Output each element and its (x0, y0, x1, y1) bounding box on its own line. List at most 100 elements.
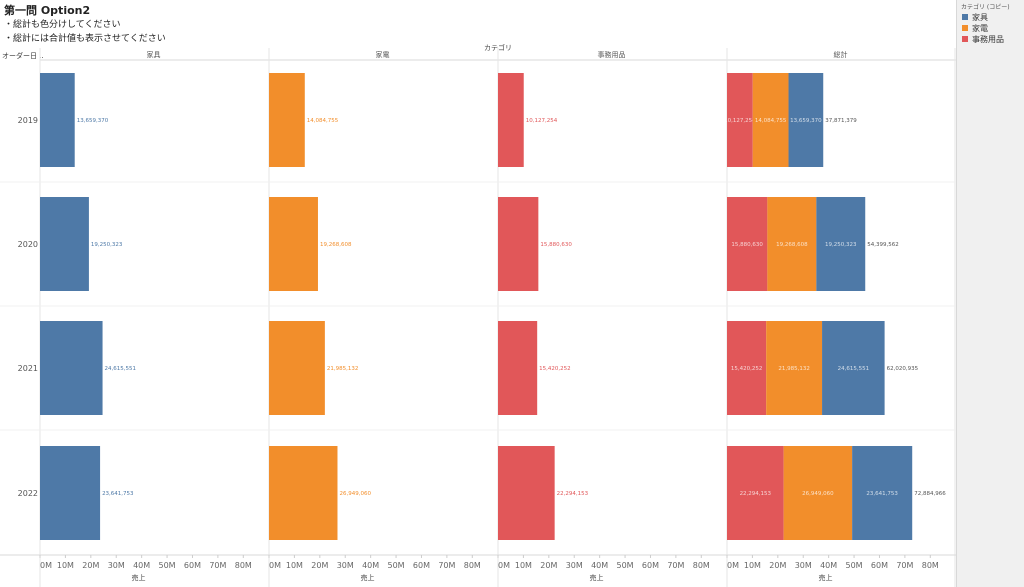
stacked-bar-segment (727, 446, 784, 540)
segment-value-label: 15,420,252 (731, 366, 763, 372)
segment-value-label: 19,250,323 (825, 242, 857, 248)
x-tick-label: 80M (922, 561, 939, 570)
legend-swatch-icon (962, 36, 968, 42)
bar-value-label: 26,949,060 (339, 491, 371, 497)
segment-value-label: 22,294,153 (740, 491, 772, 497)
bar (498, 197, 539, 291)
x-tick-label: 70M (438, 561, 455, 570)
total-value-label: 72,884,966 (914, 491, 946, 497)
bar-value-label: 13,659,370 (77, 118, 109, 124)
bar-value-label: 10,127,254 (526, 118, 558, 124)
legend-title: カテゴリ (コピー) (961, 4, 1010, 11)
bar (40, 446, 101, 540)
bar-value-label: 22,294,153 (557, 491, 589, 497)
panel-header: 総計 (834, 50, 848, 59)
year-label: 2019 (18, 116, 38, 125)
bar (498, 73, 524, 167)
segment-value-label: 23,641,753 (866, 491, 898, 497)
stacked-bar-segment (766, 321, 823, 415)
top-header: カテゴリ (484, 43, 512, 52)
x-tick-label: 30M (566, 561, 583, 570)
x-tick-label: 40M (591, 561, 608, 570)
x-tick-label: 40M (133, 561, 150, 570)
segment-value-label: 14,084,755 (755, 118, 787, 124)
stacked-bar-segment (727, 321, 767, 415)
year-label: 2022 (18, 489, 38, 498)
x-tick-label: 20M (311, 561, 328, 570)
x-tick-label: 80M (235, 561, 252, 570)
x-tick-label: 50M (617, 561, 634, 570)
panel-header: 家電 (376, 50, 390, 59)
legend-swatch-icon (962, 14, 968, 20)
bar (269, 446, 338, 540)
segment-value-label: 26,949,060 (802, 491, 834, 497)
x-axis-label: 売上 (361, 573, 375, 582)
stacked-bar-segment (816, 197, 866, 291)
bar-chart: カテゴリオーダー日 .. 家具 家電 事務用品 総計 2019 2020 2021 2022 13… (0, 43, 956, 587)
legend: カテゴリ (コピー) 家具 家電 事務用品 (956, 0, 1024, 587)
bar-value-label: 14,084,755 (307, 118, 339, 124)
x-axis-label: 売上 (132, 573, 146, 582)
row-header: オーダー日 .. (2, 51, 44, 60)
x-tick-label: 70M (209, 561, 226, 570)
x-axis-label: 売上 (590, 573, 604, 582)
stacked-bar-segment (727, 197, 768, 291)
stacked-bar-segment (727, 73, 753, 167)
x-tick-label: 80M (464, 561, 481, 570)
total-value-label: 62,020,935 (887, 366, 919, 372)
bar (498, 446, 555, 540)
bar (40, 73, 75, 167)
legend-item-office[interactable]: 事務用品 (962, 34, 1004, 45)
x-tick-label: 20M (82, 561, 99, 570)
bar-value-label: 19,268,608 (320, 242, 352, 248)
x-tick-label: 70M (896, 561, 913, 570)
bar-value-label: 23,641,753 (102, 491, 134, 497)
bar-value-label: 21,985,132 (327, 366, 359, 372)
x-tick-label: 50M (846, 561, 863, 570)
x-tick-label: 0M (40, 561, 52, 570)
stacked-bar-segment (852, 446, 913, 540)
x-tick-label: 60M (184, 561, 201, 570)
x-tick-label: 60M (642, 561, 659, 570)
panel-header: 事務用品 (598, 50, 626, 59)
x-tick-label: 40M (820, 561, 837, 570)
stacked-bar-segment (783, 446, 853, 540)
stacked-bar-segment (822, 321, 885, 415)
year-label: 2021 (18, 364, 38, 373)
x-tick-label: 30M (337, 561, 354, 570)
bar-value-label: 24,615,551 (105, 366, 137, 372)
segment-value-label: 24,615,551 (838, 366, 870, 372)
bar (40, 197, 89, 291)
x-axis-label: 売上 (819, 573, 833, 582)
bar (269, 197, 318, 291)
bar-value-label: 15,880,630 (540, 242, 572, 248)
segment-value-label: 10,127,254 (724, 118, 756, 124)
bar (498, 321, 538, 415)
bar (269, 73, 305, 167)
x-tick-label: 80M (693, 561, 710, 570)
note-line-1: ・総計も色分けしてください (4, 20, 121, 30)
x-tick-label: 30M (795, 561, 812, 570)
year-label: 2020 (18, 240, 38, 249)
total-value-label: 54,399,562 (867, 242, 899, 248)
legend-item-appliance[interactable]: 家電 (962, 23, 988, 34)
bar (269, 321, 325, 415)
stacked-bar-segment (767, 197, 817, 291)
x-tick-label: 0M (269, 561, 281, 570)
x-tick-label: 0M (727, 561, 739, 570)
segment-value-label: 15,880,630 (731, 242, 763, 248)
x-tick-label: 60M (871, 561, 888, 570)
legend-swatch-icon (962, 25, 968, 31)
total-value-label: 37,871,379 (825, 118, 857, 124)
legend-item-furniture[interactable]: 家具 (962, 12, 988, 23)
bar-value-label: 19,250,323 (91, 242, 123, 248)
note-line-2: ・総計には合計値も表示させてください (4, 34, 166, 44)
segment-value-label: 19,268,608 (776, 242, 808, 248)
x-tick-label: 20M (769, 561, 786, 570)
x-tick-label: 60M (413, 561, 430, 570)
panel-header: 家具 (147, 50, 161, 59)
x-tick-label: 30M (108, 561, 125, 570)
x-tick-label: 10M (515, 561, 532, 570)
x-tick-label: 0M (498, 561, 510, 570)
x-tick-label: 50M (388, 561, 405, 570)
